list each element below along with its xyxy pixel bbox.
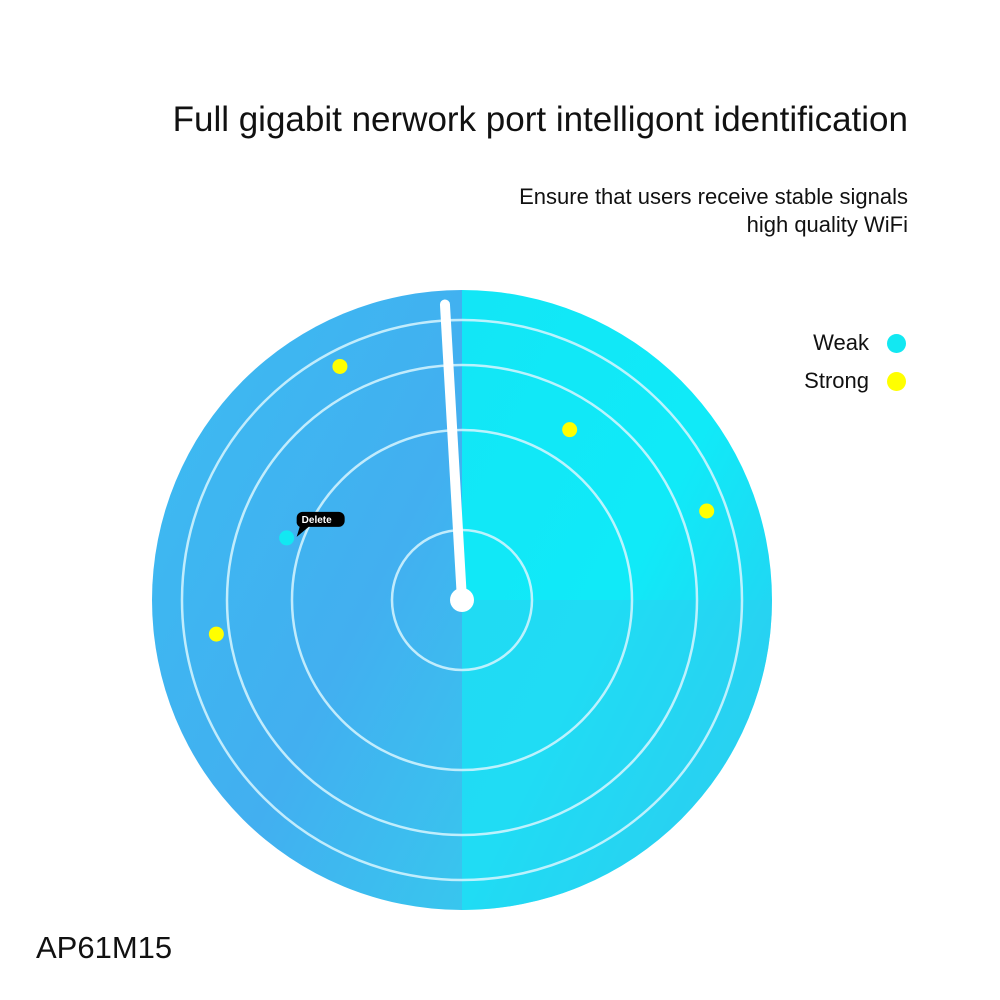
strong-signal-point[interactable] [562, 422, 578, 438]
strong-signal-point[interactable] [699, 503, 715, 519]
strong-signal-point[interactable] [332, 358, 348, 374]
weak-dot-icon [887, 333, 906, 353]
radar-ring [225, 363, 699, 837]
radar-ring [290, 428, 634, 772]
model-label: AP61M15 [36, 930, 173, 965]
tooltip-text: Delete [302, 515, 332, 526]
legend-item-weak[interactable]: Weak [804, 324, 906, 362]
legend-label: Weak [813, 330, 869, 355]
radar-lower-right-sector [462, 600, 772, 910]
radar-sweep-line [439, 299, 467, 605]
strong-signal-point[interactable] [208, 626, 224, 642]
subtitle-line-2: high quality WiFi [746, 212, 908, 237]
legend: Weak Strong [804, 324, 906, 400]
legend-label: Strong [804, 368, 869, 393]
legend-item-strong[interactable]: Strong [804, 362, 906, 400]
radar-ring [180, 318, 744, 882]
strong-dot-icon [887, 371, 906, 391]
page-title: Full gigabit nerwork port intelligont id… [172, 100, 908, 139]
subtitle-line-1: Ensure that users receive stable signals [519, 184, 908, 209]
subtitle: Ensure that users receive stable signals… [519, 183, 908, 239]
radar-left-half [152, 290, 462, 910]
weak-signal-point[interactable] [279, 530, 295, 546]
radar-center [450, 588, 474, 612]
point-tooltip: Delete [296, 511, 345, 537]
